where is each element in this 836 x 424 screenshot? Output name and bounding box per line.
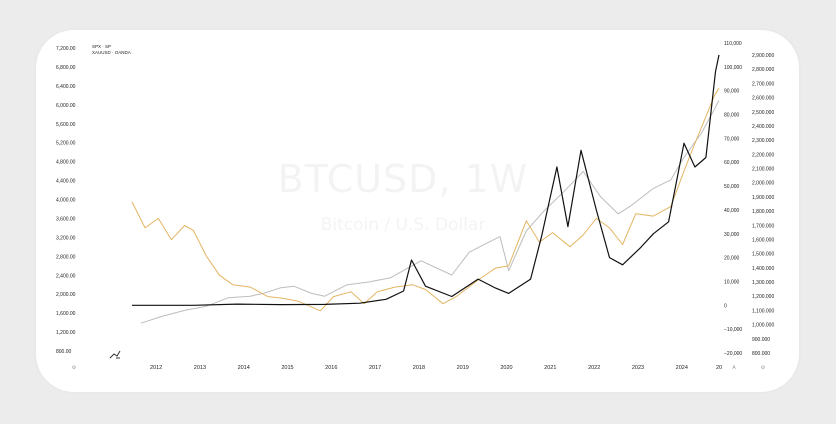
- watermark-subtitle: Bitcoin / U.S. Dollar: [321, 215, 486, 235]
- spx-tick-label: 2,400.000: [752, 124, 774, 130]
- right-axis: 110,000 100,000 90,000 80,000 70,000 60,000 50…: [724, 41, 774, 357]
- btc-tick-label: 110,000: [724, 41, 742, 47]
- btc-tick-label: 100,000: [724, 65, 742, 71]
- x-tick-label: 2021: [544, 365, 556, 371]
- tradingview-logo-icon: [109, 350, 121, 359]
- spx-tick-label: 2,000.000: [752, 181, 774, 187]
- btc-tick-label: 10,000: [724, 280, 740, 286]
- left-tick-label: 3,600.00: [56, 216, 76, 222]
- btc-tick-label: 40,000: [724, 208, 740, 214]
- spx-tick-label: 1,900.000: [752, 195, 774, 201]
- btc-tick-label: 60,000: [724, 160, 740, 166]
- spx-tick-label: 1,700.000: [752, 223, 774, 229]
- btc-tick-label: 30,000: [724, 232, 740, 238]
- x-tick-label: 2019: [457, 365, 469, 371]
- left-tick-label: 6,000.00: [56, 103, 76, 109]
- btc-tick-label: 20,000: [724, 256, 740, 262]
- x-tick-label: 2024: [676, 365, 688, 371]
- spx-tick-label: 2,100.000: [752, 167, 774, 173]
- chart[interactable]: BTCUSD, 1W Bitcoin / U.S. Dollar 7,200.0…: [36, 30, 799, 392]
- left-tick-label: 6,400.00: [56, 84, 76, 90]
- x-tick-label: 2015: [281, 365, 293, 371]
- legend-spx: SPX · SP: [92, 44, 111, 49]
- x-tick-label: 2014: [238, 365, 250, 371]
- btc-tick-label: −10,000: [724, 327, 742, 333]
- spx-tick-label: 2,200.000: [752, 152, 774, 158]
- watermark-title: BTCUSD, 1W: [278, 157, 529, 201]
- spx-tick-label: 1,000.000: [752, 323, 774, 329]
- series-line-btcusd[interactable]: [132, 54, 720, 306]
- spx-tick-label: 1,100.000: [752, 308, 774, 314]
- left-tick-label: 7,200.00: [56, 46, 76, 52]
- left-tick-label: 1,600.00: [56, 311, 76, 317]
- left-tick-label: 5,600.00: [56, 122, 76, 128]
- left-tick-label: 6,800.00: [56, 65, 76, 71]
- left-tick-label: 5,200.00: [56, 141, 76, 147]
- left-tick-label: 4,400.00: [56, 179, 76, 185]
- x-tick-label: 2018: [413, 365, 425, 371]
- btc-tick-label: −20,000: [724, 351, 742, 357]
- left-tick-label: 2,800.00: [56, 254, 76, 260]
- left-tick-label: 800.00: [56, 349, 72, 355]
- x-tick-label: 2022: [588, 365, 600, 371]
- plot-area: [131, 54, 720, 324]
- btc-tick-label: 50,000: [724, 184, 740, 190]
- x-axis: 2012 2013 2014 2015 2016 2017 2018 2019 2020 2021…: [150, 365, 722, 371]
- btc-tick-label: 70,000: [724, 136, 740, 142]
- spx-tick-label: 2,300.000: [752, 138, 774, 144]
- x-tick-label: 2023: [632, 365, 644, 371]
- left-tick-label: 3,200.00: [56, 235, 76, 241]
- legend-gold: XAUUSD · OANDA: [92, 50, 131, 55]
- left-tick-label: 4,800.00: [56, 160, 76, 166]
- spx-tick-label: 2,700.000: [752, 81, 774, 87]
- btc-tick-label: 90,000: [724, 89, 740, 95]
- btc-tick-label: 80,000: [724, 113, 740, 119]
- scale-settings-icon[interactable]: ⚙: [761, 365, 766, 371]
- settings-icon[interactable]: ⚙: [72, 365, 77, 371]
- spx-tick-label: 1,600.000: [752, 238, 774, 244]
- x-tick-label: 2013: [194, 365, 206, 371]
- chart-card: BTCUSD, 1W Bitcoin / U.S. Dollar 7,200.0…: [36, 30, 799, 392]
- spx-tick-label: 1,200.000: [752, 294, 774, 300]
- series-line-spx[interactable]: [140, 100, 720, 324]
- x-tick-label: 2016: [325, 365, 337, 371]
- x-tick-label-end: 20: [716, 365, 722, 371]
- spx-tick-label: 2,800.000: [752, 67, 774, 73]
- x-tick-label: 2012: [150, 365, 162, 371]
- spx-tick-label: 1,400.000: [752, 266, 774, 272]
- spx-tick-label: 1,800.000: [752, 209, 774, 215]
- left-tick-label: 4,000.00: [56, 198, 76, 204]
- left-tick-label: 2,000.00: [56, 292, 76, 298]
- spx-tick-label: 2,900.000: [752, 53, 774, 59]
- btc-tick-label: 0: [724, 303, 727, 309]
- spx-tick-label: 2,500.000: [752, 110, 774, 116]
- spx-tick-label: 1,300.000: [752, 280, 774, 286]
- series-line-xauusd[interactable]: [131, 87, 720, 312]
- left-tick-label: 1,200.00: [56, 330, 76, 336]
- spx-tick-label: 2,600.000: [752, 96, 774, 102]
- auto-scale-button[interactable]: A: [732, 365, 736, 371]
- x-tick-label: 2017: [369, 365, 381, 371]
- left-tick-label: 2,400.00: [56, 273, 76, 279]
- x-tick-label: 2020: [500, 365, 512, 371]
- left-axis: 7,200.00 6,800.00 6,400.00 6,000.00 5,600.00…: [56, 46, 76, 355]
- spx-tick-label: 1,500.000: [752, 252, 774, 258]
- spx-tick-label: 800.000: [752, 351, 770, 357]
- spx-tick-label: 900.000: [752, 337, 770, 343]
